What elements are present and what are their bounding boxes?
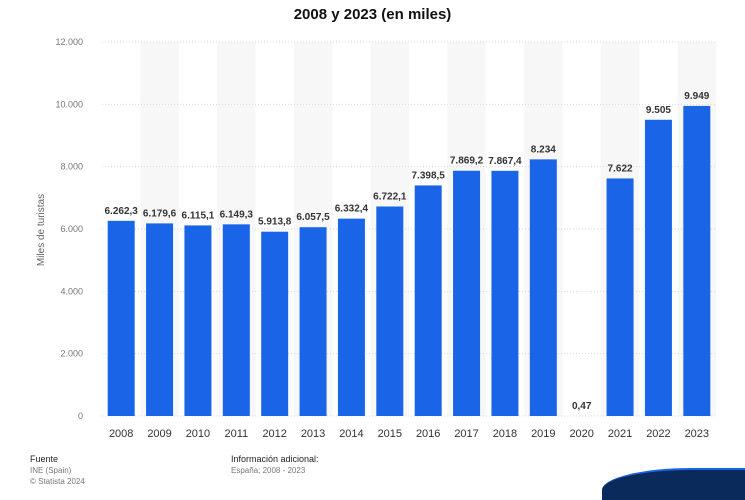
value-label-2021: 7.622 [608,163,633,174]
source-label: Fuente [30,454,58,464]
x-tick-label-2022: 2022 [646,428,670,440]
value-label-2020: 0,47 [572,401,592,412]
bar-2011 [223,224,250,416]
y-tick-label: 4.000 [60,286,83,296]
bar-2022 [645,120,672,416]
y-tick-label: 10.000 [55,99,83,109]
value-label-2018: 7.867,4 [488,156,522,167]
value-label-2010: 6.115,1 [182,210,215,221]
x-tick-label-2020: 2020 [569,428,593,440]
x-tick-label-2019: 2019 [531,428,555,440]
value-label-2017: 7.869,2 [450,156,484,167]
y-tick-label: 0 [78,411,83,421]
info-value: España; 2008 - 2023 [231,466,305,475]
bar-chart: 0 2.000 4.000 6.000 8.000 10.000 12.000 Miles … [0,0,745,450]
x-axis-tick-labels: 2008 2009 2010 2011 2012 2013 2014 2015 2016 2017… [109,428,709,440]
y-tick-label: 12.000 [55,37,83,47]
x-tick-label-2013: 2013 [301,428,325,440]
value-label-2014: 6.332,4 [335,204,369,215]
x-tick-label-2018: 2018 [493,428,517,440]
value-label-2013: 6.057,5 [296,212,330,223]
y-axis-tick-labels: 0 2.000 4.000 6.000 8.000 10.000 12.000 [55,37,83,421]
x-tick-label-2023: 2023 [685,428,709,440]
value-label-2022: 9.505 [646,105,671,116]
source-value: INE (Spain) [30,466,71,475]
bar-2019 [530,159,557,416]
value-label-2012: 5.913,8 [258,217,292,228]
y-tick-label: 6.000 [60,224,83,234]
value-label-2019: 8.234 [531,144,556,155]
corner-badge [602,468,745,500]
value-label-2011: 6.149,3 [220,209,254,220]
x-tick-label-2011: 2011 [224,428,248,440]
x-tick-label-2010: 2010 [186,428,210,440]
value-label-2009: 6.179,6 [143,208,177,219]
info-label: Información adicional: [231,454,319,464]
value-label-2008: 6.262,3 [105,206,139,217]
x-tick-label-2021: 2021 [608,428,632,440]
x-tick-label-2017: 2017 [454,428,478,440]
copyright: © Statista 2024 [30,477,85,486]
bar-2021 [607,178,634,416]
value-label-2023: 9.949 [684,91,709,102]
bar-2012 [261,232,288,416]
bar-2016 [415,185,442,416]
x-tick-label-2012: 2012 [262,428,286,440]
value-label-2016: 7.398,5 [412,170,446,181]
x-tick-label-2014: 2014 [339,428,363,440]
x-tick-label-2016: 2016 [416,428,440,440]
bar-2015 [376,206,403,416]
bar-2017 [453,171,480,416]
x-tick-label-2015: 2015 [378,428,402,440]
bar-2008 [108,221,135,416]
bar-2013 [300,227,327,416]
x-tick-label-2008: 2008 [109,428,133,440]
x-tick-label-2009: 2009 [147,428,171,440]
bar-2014 [338,219,365,416]
y-tick-label: 2.000 [60,349,83,359]
bar-2018 [491,171,518,416]
bar-2010 [184,225,211,416]
bar-2009 [146,223,173,416]
value-label-2015: 6.722,1 [373,191,407,202]
bar-2023 [683,106,710,416]
y-axis-label: Miles de turistas [36,194,47,266]
y-tick-label: 8.000 [60,162,83,172]
